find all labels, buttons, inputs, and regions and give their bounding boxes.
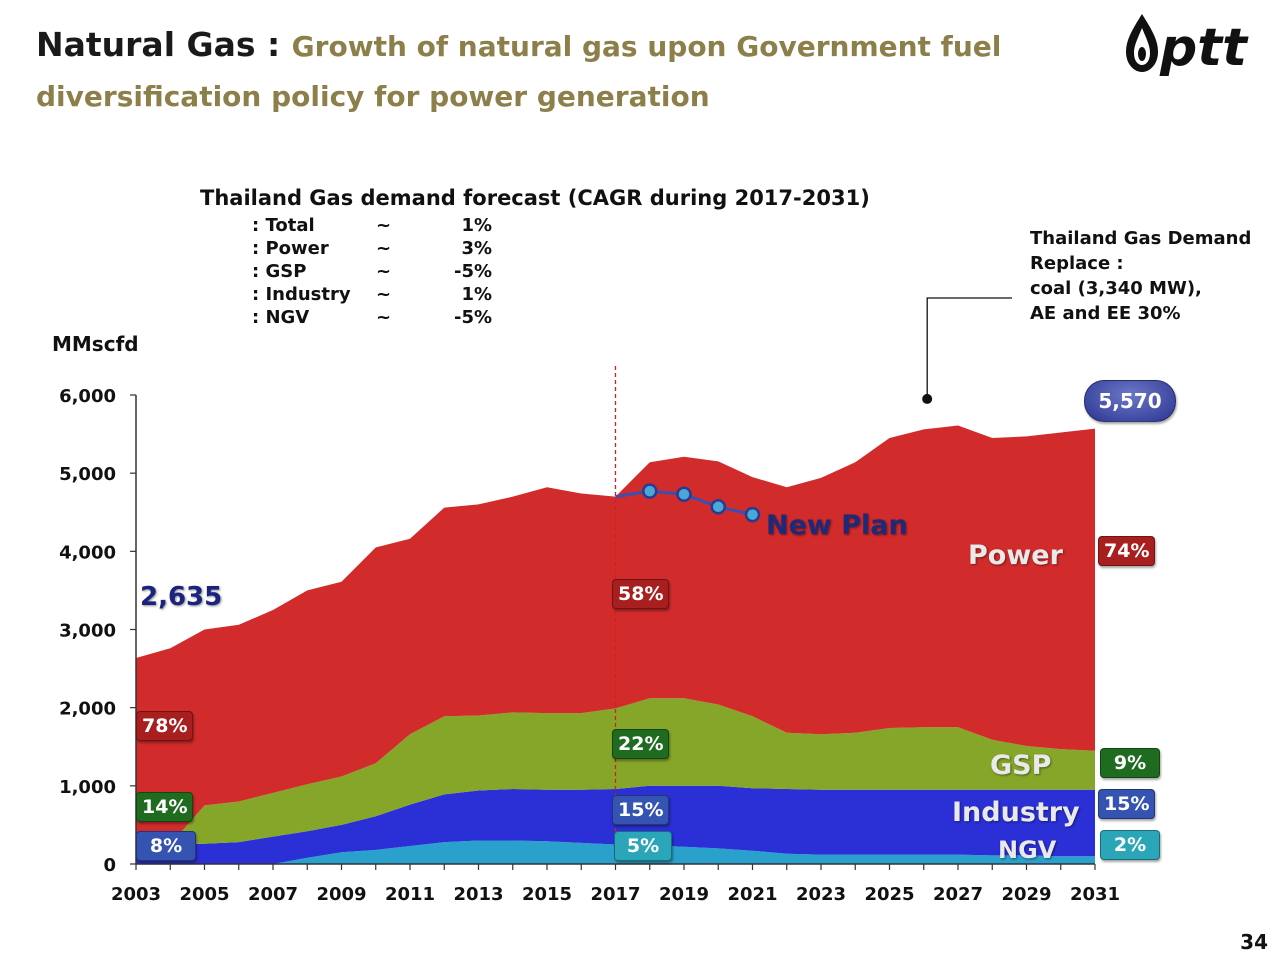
x-tick-label: 2007 — [248, 884, 298, 905]
share-badge-2031-gsp: 9% — [1100, 748, 1160, 778]
x-tick-label: 2011 — [385, 884, 435, 905]
x-tick-label: 2029 — [1001, 884, 1051, 905]
y-tick-label: 1,000 — [59, 777, 116, 798]
total-2003-label: 2,635 — [140, 582, 222, 612]
x-tick-label: 2009 — [316, 884, 366, 905]
x-tick-label: 2017 — [590, 884, 640, 905]
x-tick-label: 2031 — [1070, 884, 1120, 905]
callout-connector — [927, 298, 1012, 399]
x-tick-label: 2023 — [796, 884, 846, 905]
share-badge-2003-gsp: 14% — [136, 792, 193, 822]
industry-series-label: Industry — [952, 797, 1080, 828]
share-badge-2017-power: 58% — [612, 579, 669, 609]
share-badge-2031-industry: 15% — [1098, 789, 1155, 819]
x-tick-label: 2015 — [522, 884, 572, 905]
y-tick-label: 5,000 — [59, 464, 116, 485]
power-series-label: Power — [968, 540, 1063, 571]
new-plan-point — [643, 485, 656, 498]
ngv-series-label: NGV — [998, 836, 1056, 864]
x-tick-label: 2025 — [864, 884, 914, 905]
new-plan-point — [678, 488, 691, 501]
y-tick-label: 2,000 — [59, 699, 116, 720]
page-number: 34 — [1240, 930, 1268, 954]
new-plan-label: New Plan — [766, 510, 908, 541]
y-tick-label: 4,000 — [59, 542, 116, 563]
y-tick-label: 0 — [103, 855, 116, 876]
share-badge-2031-power: 74% — [1098, 536, 1155, 566]
gsp-series-label: GSP — [990, 750, 1051, 781]
y-tick-label: 3,000 — [59, 621, 116, 642]
x-tick-label: 2005 — [179, 884, 229, 905]
x-tick-label: 2003 — [111, 884, 161, 905]
x-tick-label: 2013 — [453, 884, 503, 905]
x-tick-label: 2019 — [659, 884, 709, 905]
callout-dot — [922, 394, 932, 404]
x-tick-label: 2027 — [933, 884, 983, 905]
share-badge-2017-ngv: 5% — [614, 831, 672, 861]
y-tick-label: 6,000 — [59, 386, 116, 407]
share-badge-2017-industry: 15% — [612, 795, 669, 825]
share-badge-2003-power: 78% — [136, 711, 193, 741]
share-badge-2031-ngv: 2% — [1100, 830, 1160, 860]
new-plan-point — [746, 508, 759, 521]
new-plan-point — [712, 500, 725, 513]
x-tick-label: 2021 — [727, 884, 777, 905]
share-badge-2017-gsp: 22% — [612, 729, 669, 759]
share-badge-2003-industry: 8% — [136, 831, 196, 861]
total-2031-badge: 5,570 — [1084, 380, 1176, 422]
